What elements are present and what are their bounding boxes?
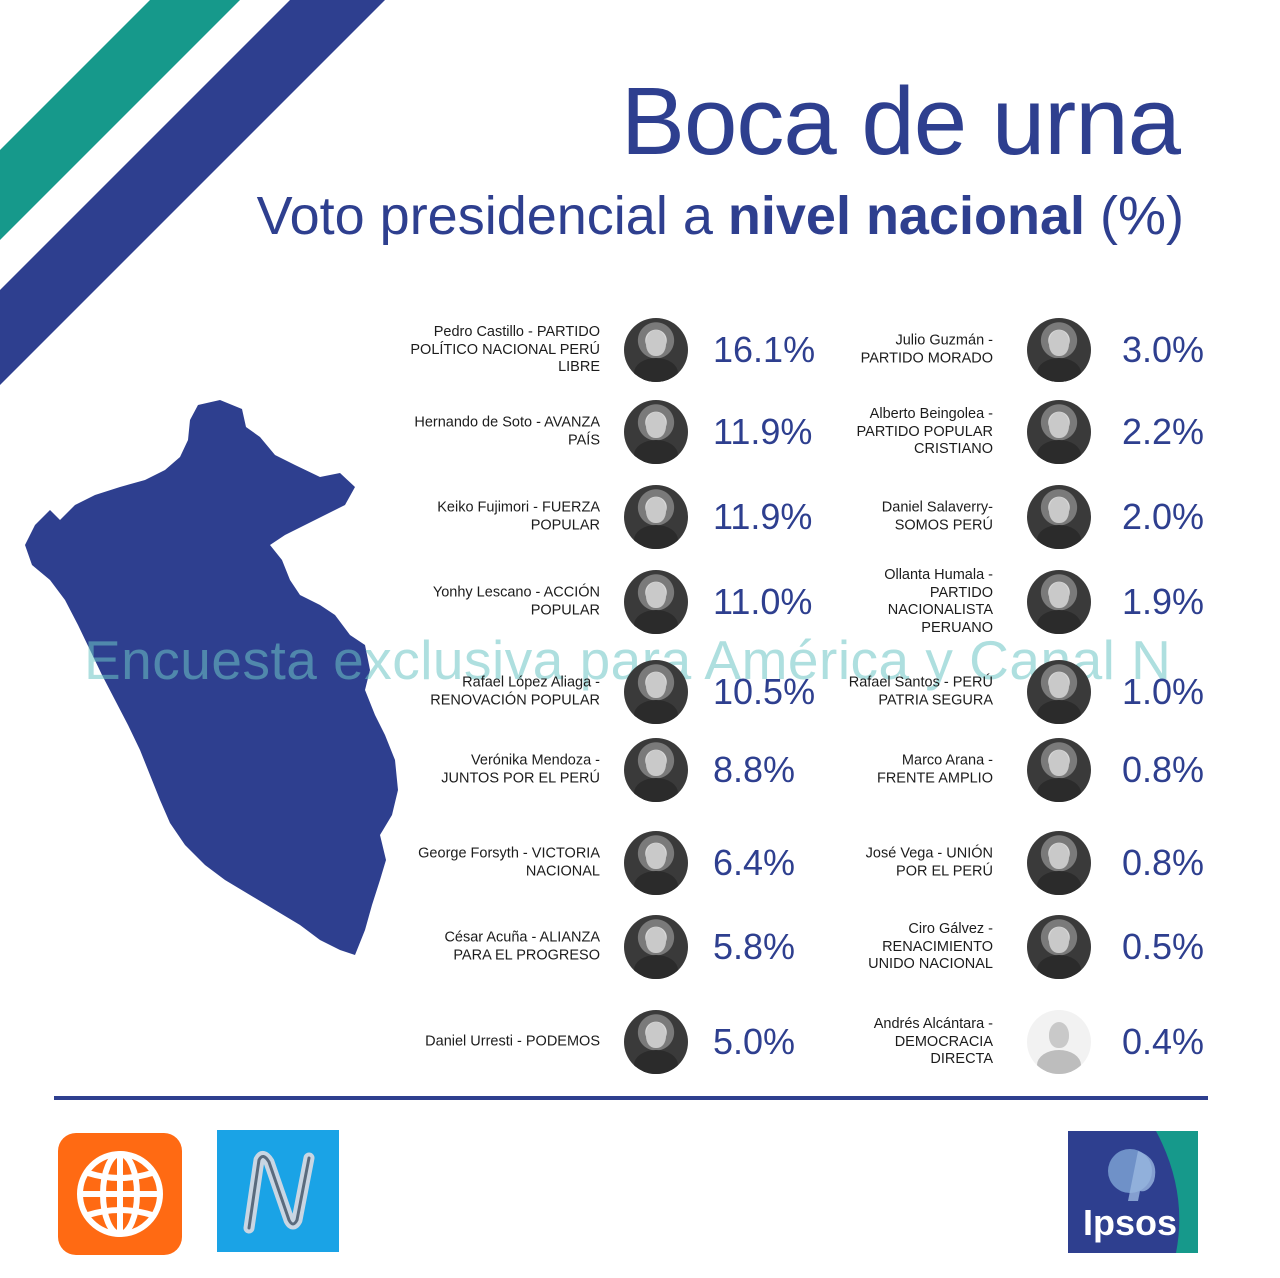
candidate-percentage: 5.0% xyxy=(713,1021,796,1062)
candidate-row: César Acuña - ALIANZA PARA EL PROGRESO 5.… xyxy=(0,912,1280,982)
candidate-row: Andrés Alcántara - DEMOCRACIA DIRECTA 0.4… xyxy=(0,1007,1280,1077)
candidate-row: Marco Arana - FRENTE AMPLIO 0.8% xyxy=(0,735,1280,805)
candidate-name: Marco Arana - FRENTE AMPLIO xyxy=(876,752,993,787)
candidate-name: Rafael López Aliaga - RENOVACIÓN POPULAR xyxy=(430,674,600,709)
candidate-percentage: 0.8% xyxy=(1122,842,1205,883)
candidate-percentage: 2.0% xyxy=(1122,496,1205,537)
subtitle-prefix: Voto presidencial a xyxy=(256,186,728,246)
candidate-percentage: 11.9% xyxy=(713,411,813,452)
candidate-name: César Acuña - ALIANZA PARA EL PROGRESO xyxy=(444,929,600,964)
candidate-photo xyxy=(1027,400,1091,464)
candidate-photo xyxy=(624,570,688,634)
candidate-percentage: 0.5% xyxy=(1122,926,1205,967)
candidate-row: Alberto Beingolea - PARTIDO POPULAR CRIS… xyxy=(0,397,1280,467)
candidate-photo xyxy=(1027,1010,1091,1074)
candidate-photo xyxy=(1027,570,1091,634)
candidate-name: Daniel Salaverry- SOMOS PERÚ xyxy=(881,499,993,534)
candidate-photo xyxy=(1027,738,1091,802)
candidate-row: Ollanta Humala - PARTIDO NACIONALISTA PE… xyxy=(0,567,1280,637)
candidate-name: George Forsyth - VICTORIA NACIONAL xyxy=(418,845,600,880)
candidate-percentage: 5.8% xyxy=(713,926,796,967)
candidate-photo xyxy=(1027,485,1091,549)
candidate-name: Rafael Santos - PERÚ PATRIA SEGURA xyxy=(848,674,993,709)
candidate-row: Verónika Mendoza - JUNTOS POR EL PERÚ 8.8… xyxy=(0,735,1280,805)
candidate-photo xyxy=(624,831,688,895)
candidate-photo xyxy=(624,738,688,802)
candidate-percentage: 0.4% xyxy=(1122,1021,1205,1062)
candidate-photo xyxy=(624,1010,688,1074)
candidate-photo xyxy=(624,485,688,549)
candidate-row: Rafael Santos - PERÚ PATRIA SEGURA 1.0% xyxy=(0,657,1280,727)
ipsos-wordmark: Ipsos xyxy=(1083,1202,1177,1243)
candidate-name: Andrés Alcántara - DEMOCRACIA DIRECTA xyxy=(873,1015,993,1067)
candidate-percentage: 11.9% xyxy=(713,496,813,537)
candidate-name: Alberto Beingolea - PARTIDO POPULAR CRIS… xyxy=(856,405,993,457)
blue-stripe xyxy=(0,0,385,385)
subtitle-suffix: (%) xyxy=(1085,186,1184,246)
candidate-name: Julio Guzmán - PARTIDO MORADO xyxy=(860,332,993,367)
candidate-row: Pedro Castillo - PARTIDO POLÍTICO NACION… xyxy=(0,315,1280,385)
candidate-percentage: 6.4% xyxy=(713,842,796,883)
candidate-row: Hernando de Soto - AVANZA PAÍS 11.9% xyxy=(0,397,1280,467)
candidate-percentage: 2.2% xyxy=(1122,411,1205,452)
candidate-photo xyxy=(1027,660,1091,724)
globe-icon xyxy=(77,1151,163,1237)
candidate-row: Keiko Fujimori - FUERZA POPULAR 11.9% xyxy=(0,482,1280,552)
candidate-photo xyxy=(1027,831,1091,895)
candidate-photo xyxy=(624,318,688,382)
candidate-row: George Forsyth - VICTORIA NACIONAL 6.4% xyxy=(0,828,1280,898)
candidate-percentage: 0.8% xyxy=(1122,749,1205,790)
divider xyxy=(54,1096,1208,1100)
candidate-photo xyxy=(1027,915,1091,979)
candidate-row: Ciro Gálvez - RENACIMIENTO UNIDO NACIONA… xyxy=(0,912,1280,982)
candidate-percentage: 16.1% xyxy=(713,329,816,370)
page-title: Boca de urna xyxy=(620,68,1181,175)
candidate-name: Ciro Gálvez - RENACIMIENTO UNIDO NACIONA… xyxy=(868,920,993,972)
candidate-photo xyxy=(624,400,688,464)
candidate-name: Yonhy Lescano - ACCIÓN POPULAR xyxy=(432,584,600,619)
candidate-name: Ollanta Humala - PARTIDO NACIONALISTA PE… xyxy=(884,567,993,636)
page-subtitle: Voto presidencial a nivel nacional (%) xyxy=(257,186,1184,246)
diagonal-stripes xyxy=(0,0,385,385)
candidate-photo xyxy=(624,915,688,979)
candidate-row: Yonhy Lescano - ACCIÓN POPULAR 11.0% xyxy=(0,567,1280,637)
candidate-name: Keiko Fujimori - FUERZA POPULAR xyxy=(437,499,600,534)
teal-stripe xyxy=(0,0,240,240)
ipsos-logo: Ipsos xyxy=(1068,1131,1198,1253)
peru-map xyxy=(25,400,398,955)
candidate-photo xyxy=(1027,318,1091,382)
candidate-percentage: 11.0% xyxy=(713,581,813,622)
subtitle-bold: nivel nacional xyxy=(727,186,1086,246)
candidate-name: Daniel Urresti - PODEMOS xyxy=(425,1033,600,1050)
candidate-name: Verónika Mendoza - JUNTOS POR EL PERÚ xyxy=(441,752,600,787)
candidate-row: Julio Guzmán - PARTIDO MORADO 3.0% xyxy=(0,315,1280,385)
candidate-row: Rafael López Aliaga - RENOVACIÓN POPULAR… xyxy=(0,657,1280,727)
candidate-photo xyxy=(624,660,688,724)
candidate-name: Pedro Castillo - PARTIDO POLÍTICO NACION… xyxy=(410,323,600,375)
candidate-name: José Vega - UNIÓN POR EL PERÚ xyxy=(865,845,993,880)
america-logo xyxy=(58,1133,182,1255)
candidate-percentage: 10.5% xyxy=(713,671,816,712)
candidate-percentage: 1.0% xyxy=(1122,671,1205,712)
candidate-percentage: 1.9% xyxy=(1122,581,1205,622)
candidate-percentage: 8.8% xyxy=(713,749,796,790)
canal-n-logo xyxy=(217,1130,339,1252)
candidate-row: Daniel Salaverry- SOMOS PERÚ 2.0% xyxy=(0,482,1280,552)
candidate-name: Hernando de Soto - AVANZA PAÍS xyxy=(414,414,600,449)
candidate-row: Daniel Urresti - PODEMOS 5.0% xyxy=(0,1007,1280,1077)
candidate-row: José Vega - UNIÓN POR EL PERÚ 0.8% xyxy=(0,828,1280,898)
candidate-percentage: 3.0% xyxy=(1122,329,1205,370)
